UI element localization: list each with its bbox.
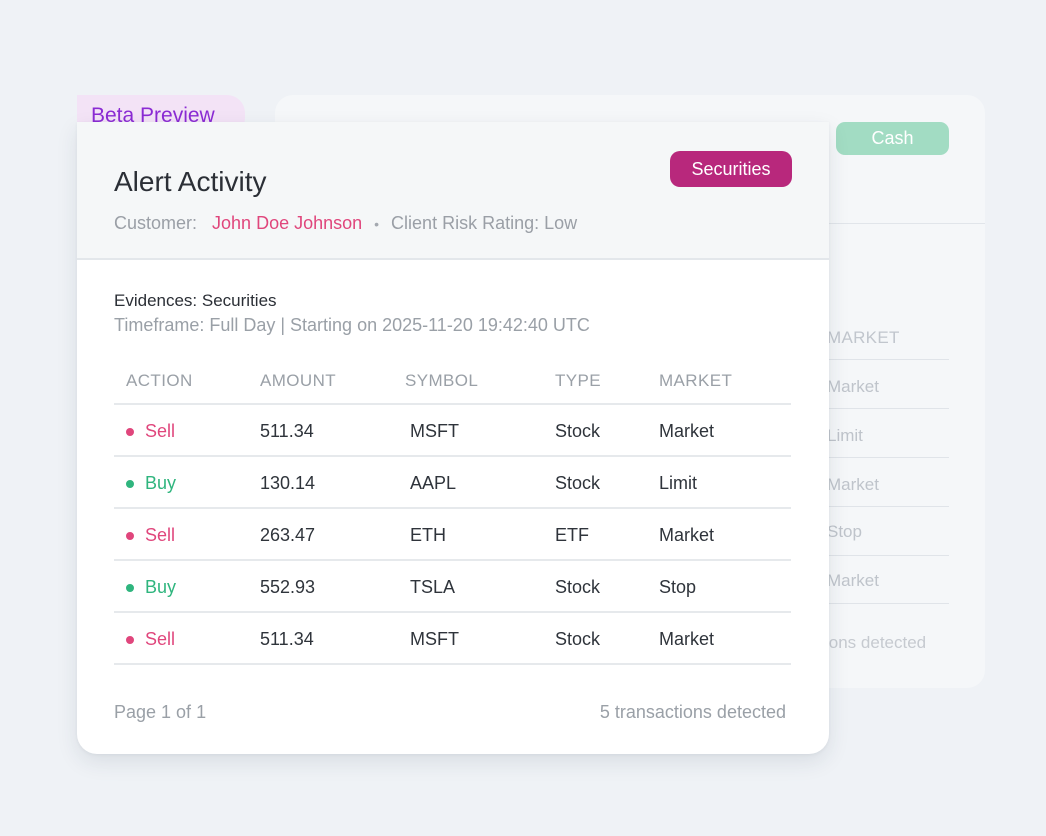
card-header: Alert Activity Securities Customer: John…: [77, 122, 829, 260]
column-header-action: ACTION: [126, 371, 193, 390]
background-row-market: Market: [827, 571, 879, 590]
column-header-amount: AMOUNT: [260, 371, 337, 390]
type-cell: Stock: [555, 421, 601, 441]
background-row-market: Market: [827, 377, 879, 396]
transactions-count: 5 transactions detected: [599, 702, 786, 722]
column-header-type: TYPE: [555, 371, 602, 390]
symbol-cell: AAPL: [410, 473, 457, 493]
transactions-table: ACTION AMOUNT SYMBOL TYPE MARKET Sell 51…: [114, 359, 791, 665]
customer-info: Customer: John Doe Johnson • Client Risk…: [114, 213, 577, 234]
pagination-text: Page 1 of 1: [114, 702, 207, 722]
type-cell: Stock: [555, 473, 601, 493]
action-cell: Buy: [126, 473, 176, 494]
cash-badge[interactable]: Cash: [836, 122, 949, 155]
action-label: Sell: [145, 421, 176, 441]
background-row-divider: [827, 603, 949, 604]
risk-rating: Client Risk Rating: Low: [391, 213, 578, 233]
background-market-header: MARKET: [827, 328, 900, 347]
background-row-market: Limit: [827, 426, 863, 445]
table-row[interactable]: Buy 552.93 TSLA Stock Stop: [114, 561, 791, 613]
table-row[interactable]: Sell 263.47 ETH ETF Market: [114, 509, 791, 561]
action-cell: Sell: [126, 525, 175, 546]
action-cell: Sell: [126, 421, 175, 442]
timeframe-text: Timeframe: Full Day | Starting on 2025-1…: [114, 315, 590, 335]
symbol-cell: MSFT: [410, 421, 459, 441]
action-cell: Sell: [126, 629, 175, 650]
background-row-market: Market: [827, 475, 879, 494]
background-footer-text: ions detected: [825, 633, 927, 652]
card-title: Alert Activity: [114, 166, 267, 197]
column-header-symbol: SYMBOL: [405, 371, 479, 390]
type-cell: Stock: [555, 577, 601, 597]
action-label: Sell: [145, 629, 176, 649]
amount-cell: 263.47: [260, 525, 316, 545]
background-row-divider: [827, 359, 949, 360]
background-row-divider: [827, 408, 949, 409]
buy-dot-icon: [126, 479, 134, 488]
amount-cell: 552.93: [260, 577, 316, 597]
symbol-cell: TSLA: [410, 577, 456, 597]
market-cell: Stop: [659, 577, 697, 597]
action-label: Buy: [145, 577, 177, 597]
symbol-cell: ETH: [410, 525, 446, 545]
market-cell: Market: [659, 629, 715, 649]
alert-activity-card: Alert Activity Securities Customer: John…: [77, 122, 829, 754]
background-row-divider: [827, 555, 949, 556]
action-label: Sell: [145, 525, 176, 545]
symbol-cell: MSFT: [410, 629, 459, 649]
market-cell: Market: [659, 421, 715, 441]
table-row[interactable]: Sell 511.34 MSFT Stock Market: [114, 613, 791, 665]
background-row-divider: [827, 506, 949, 507]
customer-label: Customer:: [114, 213, 198, 233]
buy-dot-icon: [126, 583, 134, 592]
sell-dot-icon: [126, 427, 134, 436]
background-row-divider: [827, 457, 949, 458]
customer-name-link[interactable]: John Doe Johnson: [212, 213, 363, 233]
action-cell: Buy: [126, 577, 176, 598]
table-row[interactable]: Sell 511.34 MSFT Stock Market: [114, 405, 791, 457]
amount-cell: 511.34: [260, 629, 314, 649]
amount-cell: 511.34: [260, 421, 314, 441]
separator-dot: •: [374, 215, 380, 232]
sell-dot-icon: [126, 531, 134, 540]
table-header-row: ACTION AMOUNT SYMBOL TYPE MARKET: [114, 359, 791, 405]
type-cell: ETF: [555, 525, 589, 545]
amount-cell: 130.14: [260, 473, 316, 493]
market-cell: Limit: [659, 473, 698, 493]
table-row[interactable]: Buy 130.14 AAPL Stock Limit: [114, 457, 791, 509]
column-header-market: MARKET: [659, 371, 733, 390]
securities-badge[interactable]: Securities: [670, 151, 792, 187]
sell-dot-icon: [126, 635, 134, 644]
action-label: Buy: [145, 473, 177, 493]
type-cell: Stock: [555, 629, 601, 649]
evidence-title: Evidences: Securities: [114, 291, 277, 310]
market-cell: Market: [659, 525, 715, 545]
background-row-market: Stop: [827, 522, 862, 541]
